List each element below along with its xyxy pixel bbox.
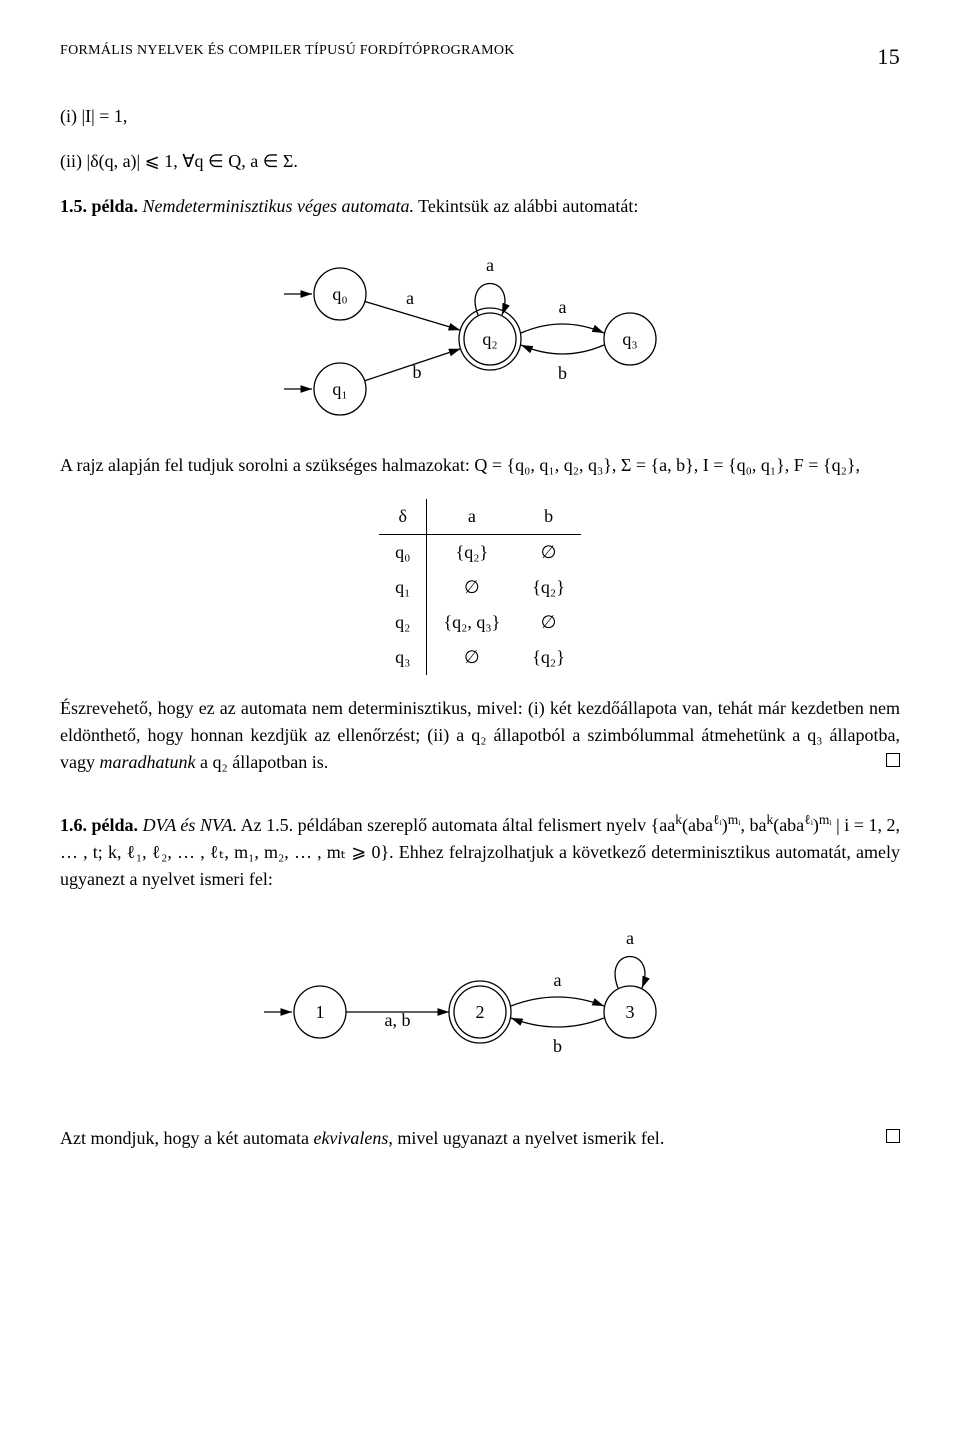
svg-text:a: a — [486, 255, 494, 275]
svg-text:3: 3 — [626, 1002, 635, 1022]
transition-table: δ a b q₀{q₂}∅ q₁∅{q₂} q₂{q₂, q₃}∅ q₃∅{q₂… — [379, 499, 581, 675]
svg-text:a: a — [626, 928, 634, 948]
svg-text:q₃: q₃ — [622, 329, 637, 349]
ex16-a: Az 1.5. példában szereplő automata által… — [241, 815, 676, 835]
th-b: b — [516, 499, 581, 535]
below-diagram-text: A rajz alapján fel tudjuk sorolni a szük… — [60, 452, 900, 479]
svg-text:b: b — [413, 362, 422, 382]
cell: {q₂} — [516, 570, 581, 605]
obs1-b: a q₂ állapotban is. — [196, 752, 329, 772]
svg-text:q₂: q₂ — [482, 329, 497, 349]
final-a: Azt mondjuk, hogy a két automata — [60, 1128, 313, 1148]
cell: {q₂} — [516, 640, 581, 675]
cell: q₀ — [379, 535, 427, 571]
svg-text:2: 2 — [476, 1002, 485, 1022]
sup: mᵢ — [728, 812, 741, 827]
cell: {q₂, q₃} — [427, 605, 516, 640]
example-1-5-num: 1.5. példa. — [60, 196, 138, 216]
example-1-5-title: Nemdeterminisztikus véges automata. — [143, 196, 414, 216]
automaton-1-diagram: a b a a b q₀ q₁ q₂ q₃ — [60, 244, 900, 424]
page-header: FORMÁLIS NYELVEK ÉS COMPILER TÍPUSÚ FORD… — [60, 40, 900, 73]
example-1-6: 1.6. példa. DVA és NVA. Az 1.5. példában… — [60, 812, 900, 893]
ex16-b2: (aba — [773, 815, 804, 835]
cell: ∅ — [427, 570, 516, 605]
svg-text:a: a — [406, 288, 414, 308]
sup: k — [675, 812, 682, 827]
obs1-it: maradhatunk — [100, 752, 196, 772]
cell: ∅ — [516, 535, 581, 571]
th-a: a — [427, 499, 516, 535]
sup: ℓᵢ — [804, 812, 813, 827]
ex16-d: , ba — [740, 815, 766, 835]
example-1-6-num: 1.6. példa. — [60, 815, 138, 835]
th-delta: δ — [379, 499, 427, 535]
automaton-2-svg: a, b a b a 1 2 3 — [250, 917, 710, 1097]
svg-text:b: b — [553, 1036, 562, 1056]
cell: {q₂} — [427, 535, 516, 571]
page-content: (i) |I| = 1, (ii) |δ(q, a)| ⩽ 1, ∀q ∈ Q,… — [60, 103, 900, 1152]
qed-box-icon — [886, 1129, 900, 1143]
svg-text:a: a — [559, 297, 567, 317]
svg-text:q₀: q₀ — [332, 284, 347, 304]
observation-1: Észrevehető, hogy ez az automata nem det… — [60, 695, 900, 776]
sup: mᵢ — [819, 812, 832, 827]
svg-text:q₁: q₁ — [332, 379, 347, 399]
cell: q₂ — [379, 605, 427, 640]
cell: q₃ — [379, 640, 427, 675]
header-title: FORMÁLIS NYELVEK ÉS COMPILER TÍPUSÚ FORD… — [60, 40, 515, 73]
cell: ∅ — [516, 605, 581, 640]
final-it: ekvivalens — [313, 1128, 388, 1148]
example-1-6-title: DVA és NVA. — [143, 815, 238, 835]
page-number: 15 — [877, 40, 900, 73]
sup: ℓᵢ — [713, 812, 722, 827]
ex16-b: (aba — [682, 815, 713, 835]
svg-text:a, b: a, b — [385, 1010, 411, 1030]
example-1-5-text: Tekintsük az alábbi automatát: — [418, 196, 638, 216]
automaton-1-svg: a b a a b q₀ q₁ q₂ q₃ — [250, 244, 710, 424]
cond-ii: (ii) |δ(q, a)| ⩽ 1, ∀q ∈ Q, a ∈ Σ. — [60, 148, 900, 175]
cell: ∅ — [427, 640, 516, 675]
svg-text:b: b — [558, 363, 567, 383]
svg-text:a: a — [554, 970, 562, 990]
automaton-2-diagram: a, b a b a 1 2 3 — [60, 917, 900, 1097]
example-1-5: 1.5. példa. Nemdeterminisztikus véges au… — [60, 193, 900, 220]
final-b: , mivel ugyanazt a nyelvet ismerik fel. — [388, 1128, 664, 1148]
final-paragraph: Azt mondjuk, hogy a két automata ekvival… — [60, 1125, 900, 1152]
qed-box-icon — [886, 753, 900, 767]
cell: q₁ — [379, 570, 427, 605]
svg-text:1: 1 — [316, 1002, 325, 1022]
cond-i: (i) |I| = 1, — [60, 103, 900, 130]
